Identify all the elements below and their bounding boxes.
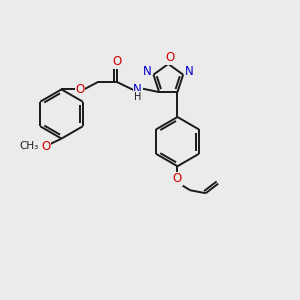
Text: O: O [173,172,182,185]
Text: O: O [112,55,121,68]
Text: N: N [133,83,142,96]
Text: O: O [166,51,175,64]
Text: N: N [143,64,152,78]
Text: N: N [185,64,194,78]
Text: O: O [76,83,85,96]
Text: O: O [41,140,50,153]
Text: CH₃: CH₃ [20,141,39,151]
Text: H: H [134,92,141,102]
